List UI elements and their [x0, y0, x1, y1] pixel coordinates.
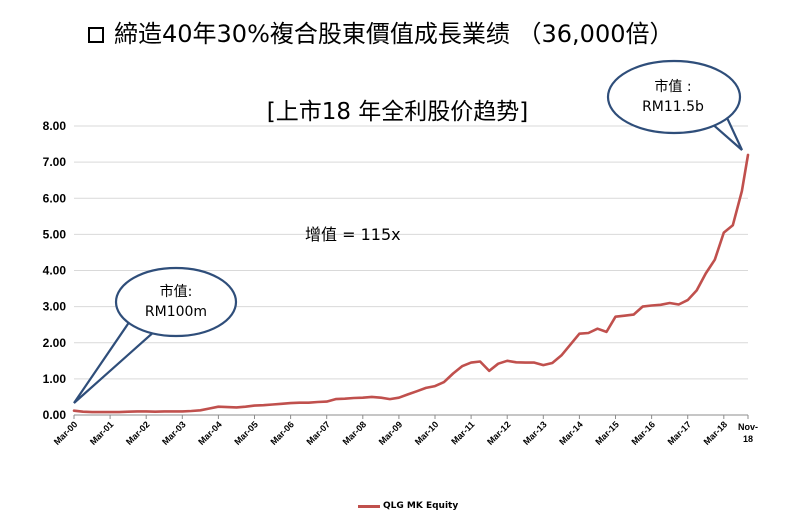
callout-shapes: [73, 59, 743, 404]
callout-start-line1: 市值:: [159, 284, 193, 300]
x-tick-label: Mar-15: [593, 419, 621, 447]
x-tick-label: Mar-18: [702, 419, 730, 447]
x-tick-label: Mar-08: [341, 419, 369, 447]
y-tick-labels: 0.00 1.00 2.00 3.00 4.00 5.00 6.00 7.00 8.00: [43, 119, 67, 422]
heading-text: 締造40年30%複合股東價值成長業绩 （36,000倍）: [114, 20, 674, 48]
x-tick-label: Mar-10: [413, 419, 441, 447]
gridlines: [74, 125, 748, 416]
callout-start-pointer: [73, 317, 157, 404]
series-lines: [72, 153, 750, 414]
chart-title: [上市18 年全利股价趋势]: [266, 99, 529, 125]
y-tick-label: 0.00: [43, 408, 67, 422]
callout-end-line2: RM11.5b: [642, 99, 704, 115]
y-tick-label: 8.00: [43, 119, 67, 133]
callout-start-bubble: [114, 266, 238, 338]
legend-label: QLG MK Equity: [383, 501, 459, 511]
callout-end-line1: 市值 :: [654, 79, 692, 95]
x-tick-label: Nov-18: [738, 422, 758, 444]
slide-heading: 締造40年30%複合股東價值成長業绩 （36,000倍）: [88, 14, 674, 49]
x-tick-label: Mar-13: [521, 419, 549, 447]
chart-legend: QLG MK Equity: [358, 501, 458, 511]
x-tick-label: Mar-12: [485, 419, 513, 447]
x-tick-label: Mar-11: [449, 419, 476, 446]
x-tick-label: Mar-05: [232, 419, 260, 447]
x-tick-label: Mar-09: [377, 419, 405, 447]
square-bullet-icon: [88, 27, 104, 43]
x-tick-label: Mar-00: [52, 419, 80, 447]
x-tick-label: Mar-16: [629, 419, 657, 447]
gain-annotation: 增值 = 115x: [305, 225, 401, 244]
y-tick-label: 7.00: [43, 155, 67, 169]
callout-start-line2: RM100m: [144, 304, 208, 320]
x-tick-label: Mar-17: [666, 419, 694, 447]
callout-end-bubble: [606, 59, 742, 135]
x-tick-label: Mar-04: [196, 419, 224, 447]
x-tick-label: Mar-03: [160, 419, 188, 447]
x-tick-label: Mar-14: [557, 419, 585, 447]
series-line-qlg-mk-equity: [72, 153, 750, 414]
y-tick-label: 6.00: [43, 191, 67, 205]
x-tick-labels: Mar-00 Mar-01 Mar-02 Mar-03 Mar-04 Mar-05 Mar-…: [52, 415, 758, 447]
x-tick-label: Mar-01: [88, 419, 116, 447]
y-tick-label: 5.00: [43, 227, 67, 241]
callout-start-text: 市值: RM100m: [120, 282, 232, 322]
legend-swatch: [358, 504, 380, 508]
x-tick-label: Mar-07: [305, 419, 333, 447]
y-tick-label: 2.00: [43, 336, 67, 350]
y-tick-label: 1.00: [43, 372, 67, 386]
y-tick-label: 4.00: [43, 264, 67, 278]
callout-end-text: 市值 : RM11.5b: [617, 77, 729, 117]
x-tick-label: Mar-06: [268, 419, 296, 447]
y-tick-label: 3.00: [43, 300, 67, 314]
x-tick-label: Mar-02: [124, 419, 152, 447]
